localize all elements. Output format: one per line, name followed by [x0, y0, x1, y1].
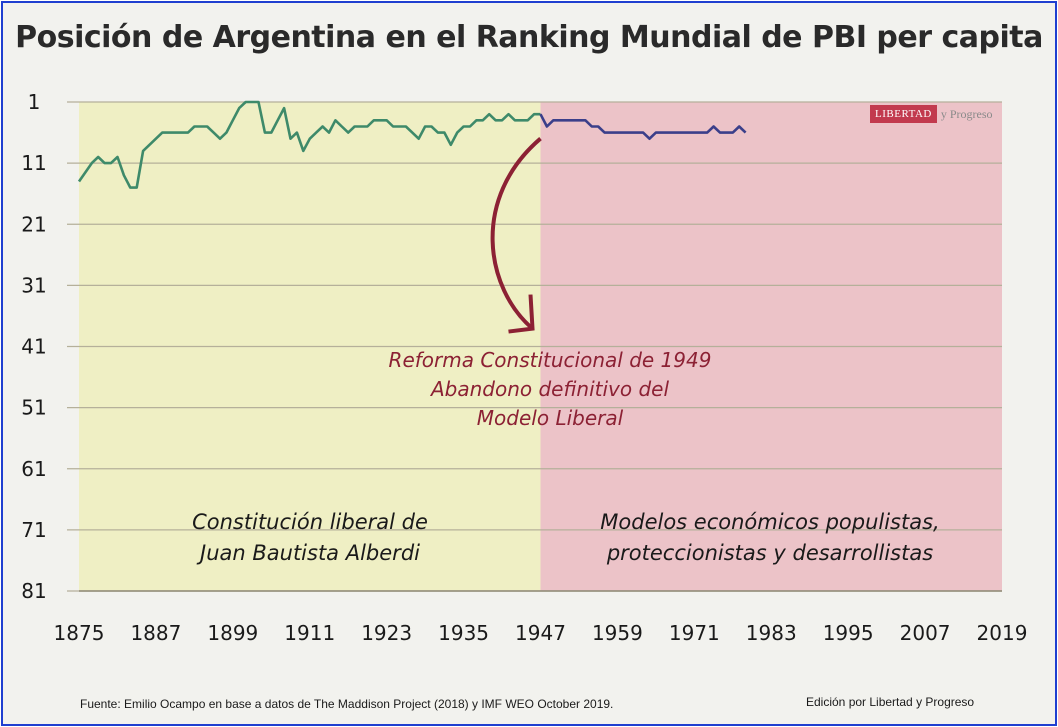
x-tick-label: 2019 [977, 621, 1028, 645]
logo-rest-text: y Progreso [940, 106, 993, 121]
populist-era-line-2: proteccionistas y desarrollistas [606, 541, 934, 565]
x-tick-label: 1959 [592, 621, 643, 645]
liberal-era-line-1: Constitución liberal de [192, 510, 428, 534]
x-tick-label: 1935 [438, 621, 489, 645]
ranking-line-post-1949 [539, 113, 747, 140]
populist-era-annotation: Modelos económicos populistas, proteccio… [560, 507, 980, 569]
y-tick-label: 61 [21, 457, 46, 481]
x-axis-ticks: 1875 1887 1899 1911 1923 1935 1947 1959 1971 1983… [54, 621, 1028, 645]
ranking-line-pre-1949 [77, 100, 541, 189]
x-tick-label: 1983 [746, 621, 797, 645]
liberal-era-annotation: Constitución liberal de Juan Bautista Al… [150, 507, 470, 569]
reform-line-2: Abandono definitivo del [430, 377, 670, 401]
x-tick-label: 1995 [823, 621, 874, 645]
reform-arrow [490, 137, 542, 331]
x-tick-label: 1911 [284, 621, 335, 645]
reform-arrow-head [508, 294, 535, 334]
x-tick-label: 1923 [361, 621, 412, 645]
y-tick-label: 11 [21, 151, 46, 175]
liberal-era-line-2: Juan Bautista Alberdi [200, 541, 420, 565]
logo-box-text: LIBERTAD [870, 105, 937, 123]
y-tick-label: 21 [21, 212, 46, 236]
reform-line-1: Reforma Constitucional de 1949 [388, 348, 712, 372]
edition-note: Edición por Libertad y Progreso [806, 695, 975, 709]
y-tick-label: 1 [28, 90, 41, 114]
y-tick-label: 71 [21, 518, 46, 542]
y-tick-label: 81 [21, 579, 46, 603]
series-lines [77, 100, 747, 189]
y-tick-label: 51 [21, 396, 46, 420]
x-tick-label: 1887 [130, 621, 181, 645]
x-tick-label: 2007 [900, 621, 951, 645]
x-tick-label: 1947 [515, 621, 566, 645]
source-note: Fuente: Emilio Ocampo en base a datos de… [80, 697, 614, 711]
chart-title: Posición de Argentina en el Ranking Mund… [15, 20, 1043, 55]
libertad-progreso-logo: LIBERTAD y Progreso [870, 104, 993, 124]
reform-line-3: Modelo Liberal [476, 406, 624, 430]
reform-annotation: Reforma Constitucional de 1949 Abandono … [350, 346, 750, 433]
x-tick-label: 1899 [207, 621, 258, 645]
x-tick-label: 1875 [54, 621, 105, 645]
y-tick-label: 31 [21, 273, 46, 297]
y-tick-label: 41 [21, 335, 46, 359]
populist-era-line-1: Modelos económicos populistas, [600, 510, 940, 534]
grid-lines [67, 101, 1002, 592]
x-tick-label: 1971 [669, 621, 720, 645]
